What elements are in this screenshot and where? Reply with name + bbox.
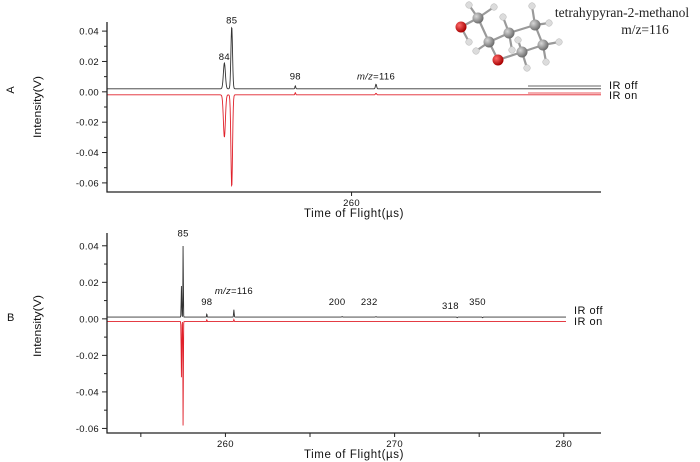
- panel-a-peak-labels: 84 85 98 m/z=116: [219, 16, 395, 83]
- oxygen-atoms: [455, 21, 504, 66]
- panel-a-x-axis-title: Time of Flight(µs): [304, 208, 404, 220]
- peak-label: 98: [201, 297, 212, 308]
- y-tick-label: 0.04: [79, 241, 99, 252]
- y-tick-label: -0.02: [76, 118, 99, 129]
- y-tick-label: -0.06: [76, 178, 99, 189]
- peak-label: 84: [219, 52, 230, 63]
- panel-a-y-axis-title: Intensity(V): [32, 76, 44, 138]
- panel-b-letter: B: [7, 312, 14, 324]
- panel-b-legend-ir-off: IR off: [574, 305, 604, 317]
- peak-label: 85: [178, 229, 189, 240]
- peak-label: m/z=116: [215, 286, 253, 297]
- y-tick-label: -0.02: [76, 351, 99, 362]
- y-tick-label: 0.02: [79, 57, 99, 68]
- panel-b-peak-labels: 85 98m/z=116 200 232 318 350: [178, 229, 486, 312]
- panel-b-axes: [106, 233, 601, 434]
- peak-label: 232: [361, 297, 378, 308]
- panel-b-traces: [107, 245, 566, 426]
- peak-label: 318: [442, 301, 459, 312]
- trace-ir-on: [107, 318, 566, 426]
- trace-ir-off: [107, 245, 566, 319]
- panel-b-y-ticks: 0.04 0.02 0.00 -0.02 -0.04 -0.06: [76, 241, 107, 435]
- y-tick-label: 0.02: [79, 278, 99, 289]
- panel-b-x-ticks: 260 270 280: [140, 433, 572, 450]
- trace-ir-off: [107, 26, 601, 90]
- panel-b-x-axis-title: Time of Flight(µs): [304, 449, 404, 461]
- panel-a-axes: [106, 22, 601, 193]
- y-tick-label: -0.04: [76, 387, 99, 398]
- y-tick-label: 0.00: [79, 314, 99, 325]
- panel-a-chart: A Intensity(V) 0.04 0.02 0.00 -0.02 -0.04 -0.…: [5, 16, 639, 220]
- x-tick-label: 260: [343, 198, 360, 209]
- panel-b-legend-ir-on: IR on: [574, 316, 603, 328]
- molecule-ball-and-stick: tetrahypyran-2-methanol m/z=116: [455, 1, 689, 72]
- x-tick-label: 260: [217, 439, 234, 450]
- peak-label: 350: [469, 297, 486, 308]
- molecule-name: tetrahypyran-2-methanol: [555, 5, 689, 20]
- panel-a-y-ticks: 0.04 0.02 0.00 -0.02 -0.04 -0.06: [76, 27, 107, 189]
- panel-a-legend-ir-on: IR on: [609, 90, 638, 102]
- molecule-mz: m/z=116: [621, 22, 669, 37]
- hydrogen-atoms: [465, 1, 563, 72]
- peak-label: 85: [226, 16, 237, 27]
- panel-a-legend-ir-off: IR off: [609, 80, 639, 92]
- peak-label: m/z=116: [357, 72, 395, 83]
- y-tick-label: 0.00: [79, 87, 99, 98]
- panel-b-y-axis-title: Intensity(V): [32, 295, 44, 357]
- panel-a-traces: [107, 26, 601, 188]
- y-tick-label: -0.04: [76, 148, 99, 159]
- peak-label: 98: [290, 72, 301, 83]
- peak-label: 200: [329, 297, 346, 308]
- carbon-atoms: [472, 12, 549, 58]
- panel-b-chart: B Intensity(V) 0.04 0.02 0.00 -0.02 -0.04 -0.…: [7, 229, 604, 461]
- y-tick-label: -0.06: [76, 424, 99, 435]
- x-tick-label: 280: [555, 439, 572, 450]
- panel-a-x-ticks: 260: [343, 192, 360, 209]
- y-tick-label: 0.04: [79, 27, 99, 38]
- panel-a-letter: A: [5, 86, 17, 94]
- trace-ir-on: [107, 91, 601, 188]
- x-tick-label: 270: [386, 439, 403, 450]
